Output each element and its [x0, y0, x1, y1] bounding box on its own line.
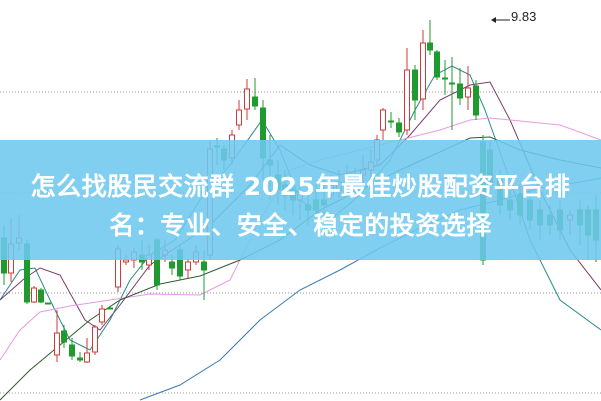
candle-down	[201, 261, 207, 271]
headline-banner	[0, 140, 601, 260]
candle-down	[169, 261, 175, 269]
headline-line-2: 名：专业、安全、稳定的投资选择	[109, 211, 492, 240]
candle-up	[236, 109, 242, 126]
candle-up	[404, 69, 410, 131]
candle-up	[92, 326, 98, 353]
candle-up	[420, 42, 426, 100]
candle-up	[99, 308, 105, 323]
candle-down	[449, 82, 455, 85]
candle-down	[45, 302, 51, 305]
candle-down	[252, 96, 258, 107]
candle-up	[380, 109, 386, 131]
candle-down	[61, 330, 67, 343]
candle-up	[84, 352, 90, 363]
candle-down	[427, 42, 433, 51]
peak-pointer-arrow-icon	[491, 17, 496, 23]
headline-line-1: 怎么找股民交流群 2025年最佳炒股配资平台排	[30, 172, 571, 201]
candle-up	[465, 87, 471, 98]
candle-down	[77, 357, 83, 361]
candle-down	[396, 122, 402, 133]
candle-down	[457, 83, 463, 99]
candle-down	[442, 77, 448, 80]
peak-price-label: 9.83	[511, 9, 537, 24]
candle-down	[388, 120, 394, 123]
candle-up	[123, 259, 129, 263]
candle-up	[185, 261, 191, 271]
candle-up	[31, 287, 37, 303]
candle-up	[54, 332, 60, 356]
candle-down	[412, 69, 418, 101]
candle-down	[434, 51, 440, 78]
candle-down	[473, 85, 479, 116]
candle-up	[244, 88, 250, 110]
candle-down	[38, 289, 44, 303]
candle-down	[69, 344, 75, 357]
candle-down	[107, 307, 113, 310]
